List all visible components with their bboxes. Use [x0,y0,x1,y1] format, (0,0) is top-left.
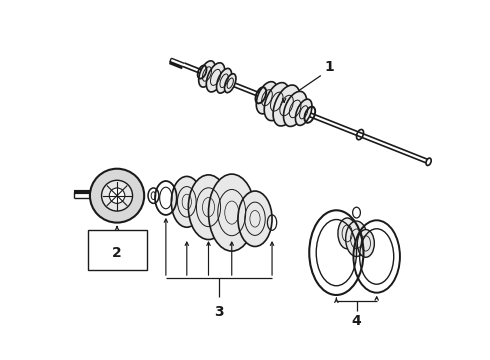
Text: 4: 4 [352,314,362,328]
Ellipse shape [209,174,255,251]
Bar [88,230,147,270]
Ellipse shape [188,175,229,239]
Ellipse shape [206,63,225,92]
Ellipse shape [90,169,144,222]
Ellipse shape [224,74,236,93]
Text: 2: 2 [112,246,122,260]
Ellipse shape [284,91,307,126]
Text: 1: 1 [324,60,334,74]
Ellipse shape [264,82,289,121]
Ellipse shape [345,221,368,256]
Text: 3: 3 [214,305,224,319]
Ellipse shape [217,68,232,93]
Ellipse shape [172,176,202,227]
Ellipse shape [198,61,215,87]
Ellipse shape [338,218,357,249]
Ellipse shape [426,158,431,166]
Ellipse shape [238,191,272,247]
Ellipse shape [109,188,125,203]
Ellipse shape [295,99,312,125]
Ellipse shape [357,230,374,257]
Ellipse shape [101,180,133,211]
Ellipse shape [256,82,278,114]
Ellipse shape [273,85,300,126]
